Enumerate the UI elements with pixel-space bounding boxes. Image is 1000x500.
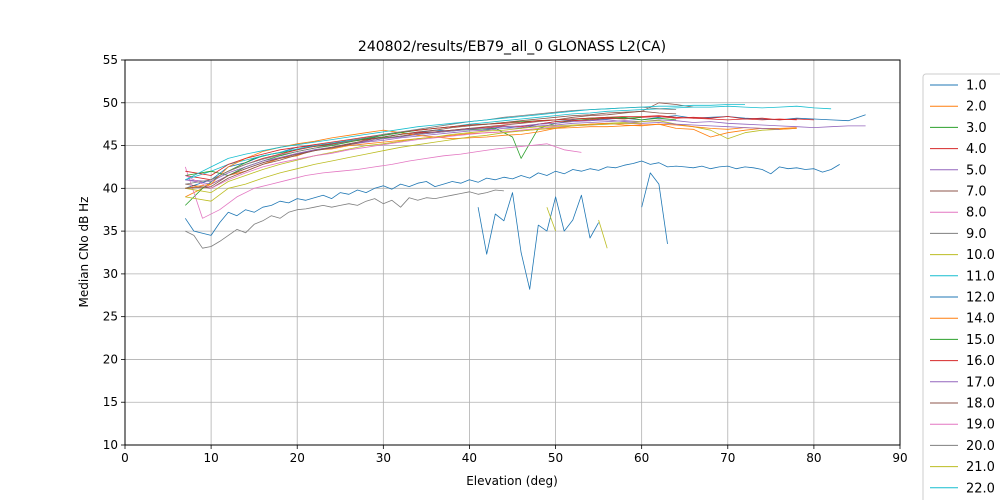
series-line [185, 116, 814, 181]
legend-label: 16.0 [966, 354, 995, 369]
legend-label: 20.0 [966, 439, 995, 454]
series-line [184, 160, 840, 236]
y-axis-label: Median CNo dB Hz [77, 197, 91, 308]
series-line [184, 143, 582, 219]
x-tick-label: 40 [462, 451, 477, 465]
series-line [185, 122, 797, 189]
chart-title: 240802/results/EB79_all_0 GLONASS L2(CA) [358, 39, 666, 55]
series-line [185, 105, 832, 181]
series-line [185, 119, 780, 182]
y-tick-label: 45 [103, 139, 118, 153]
series-line [477, 192, 599, 290]
series-line [185, 189, 504, 249]
legend-label: 4.0 [966, 142, 987, 157]
legend-label: 15.0 [966, 333, 995, 348]
x-axis-label: Elevation (deg) [466, 474, 558, 488]
legend-label: 3.0 [966, 121, 987, 136]
legend-label: 14.0 [966, 312, 995, 327]
x-tick-label: 0 [121, 451, 129, 465]
legend-label: 21.0 [966, 460, 995, 475]
plot-area-frame [124, 59, 901, 446]
legend-label: 22.0 [966, 481, 995, 496]
x-tick-label: 90 [892, 451, 907, 465]
series-line [185, 104, 745, 181]
x-axis: 0 10 20 30 40 50 60 70 80 90 [121, 445, 908, 465]
legend-label: 17.0 [966, 375, 995, 390]
series-lines [184, 102, 866, 290]
x-tick-label: 10 [203, 451, 218, 465]
y-tick-label: 40 [103, 181, 118, 195]
series-line [546, 207, 556, 232]
legend-label: 1.0 [966, 79, 987, 94]
legend-label: 11.0 [966, 269, 995, 284]
series-line [185, 102, 694, 189]
legend-label: 2.0 [966, 100, 987, 115]
legend-label: 12.0 [966, 291, 995, 306]
y-tick-label: 35 [103, 224, 118, 238]
y-axis: 10 15 20 25 30 35 40 45 50 55 [103, 53, 125, 452]
x-tick-label: 80 [806, 451, 821, 465]
legend-label: 18.0 [966, 397, 995, 412]
series-line [185, 110, 677, 189]
legend-label: 10.0 [966, 248, 995, 263]
series-line [598, 219, 608, 249]
y-tick-label: 50 [103, 96, 118, 110]
x-tick-label: 70 [720, 451, 735, 465]
y-tick-label: 25 [103, 310, 118, 324]
legend-label: 7.0 [966, 185, 987, 200]
x-tick-label: 50 [548, 451, 563, 465]
x-tick-label: 60 [634, 451, 649, 465]
legend-label: 19.0 [966, 418, 995, 433]
x-tick-label: 20 [290, 451, 305, 465]
legend: 1.0 2.0 3.0 4.0 5.0 7.0 8.0 9.0 10.0 11.0 12.0 14.0… [922, 73, 1000, 500]
y-tick-label: 10 [103, 438, 118, 452]
y-tick-label: 15 [103, 395, 118, 409]
x-tick-label: 30 [376, 451, 391, 465]
y-tick-label: 30 [103, 267, 118, 281]
y-tick-label: 55 [103, 53, 118, 67]
y-tick-label: 20 [103, 352, 118, 366]
legend-label: 9.0 [966, 227, 987, 242]
series-line [641, 172, 668, 244]
legend-box [922, 73, 1000, 500]
legend-label: 8.0 [966, 206, 987, 221]
legend-label: 5.0 [966, 163, 987, 178]
series-line [185, 122, 642, 202]
